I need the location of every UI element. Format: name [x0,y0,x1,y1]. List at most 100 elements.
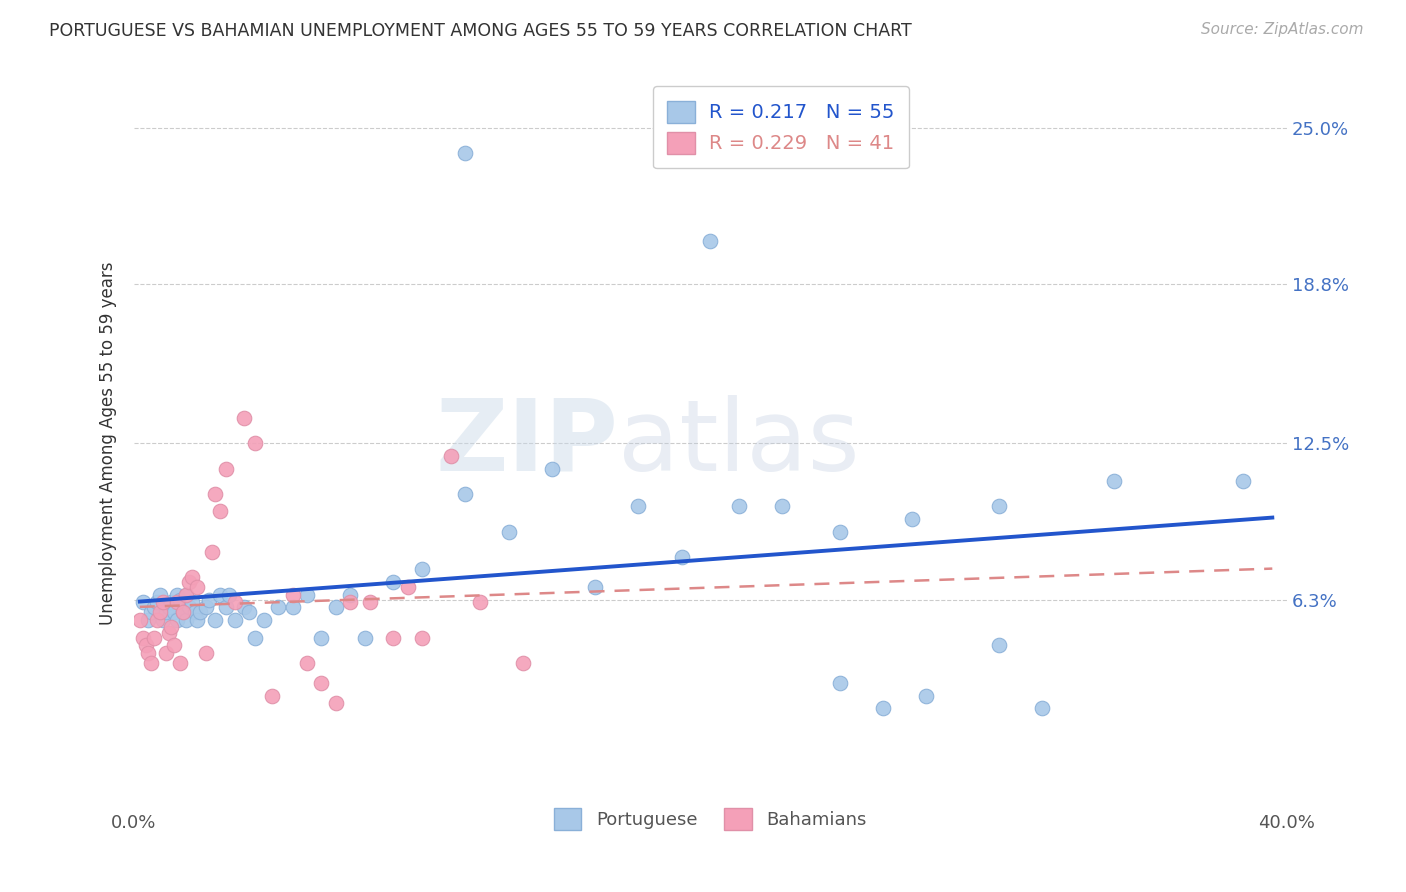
Point [627,500,650,514]
Point [163,605,186,619]
Point [138,613,160,627]
Point [1232,474,1254,488]
Point [204,487,226,501]
Point [138,646,160,660]
Point [204,613,226,627]
Point [232,411,254,425]
Point [172,605,194,619]
Point [155,646,177,660]
Point [183,605,205,619]
Point [157,600,180,615]
Point [325,696,347,710]
Point [172,605,194,619]
Point [224,595,246,609]
Point [468,595,491,609]
Point [157,625,180,640]
Point [224,613,246,627]
Point [152,613,174,627]
Point [166,613,188,627]
Y-axis label: Unemployment Among Ages 55 to 59 years: Unemployment Among Ages 55 to 59 years [100,261,117,625]
Point [177,575,200,590]
Point [209,504,232,518]
Point [440,449,463,463]
Point [128,613,150,627]
Point [253,613,276,627]
Point [131,631,153,645]
Text: atlas: atlas [619,395,860,491]
Point [195,600,218,615]
Point [163,638,186,652]
Point [541,461,564,475]
Point [382,575,405,590]
Point [325,600,347,615]
Point [195,646,218,660]
Point [339,595,361,609]
Point [353,631,375,645]
Point [262,689,284,703]
Point [770,500,793,514]
Legend: Portuguese, Bahamians: Portuguese, Bahamians [540,793,880,844]
Point [295,656,318,670]
Point [498,524,520,539]
Point [186,613,208,627]
Point [1031,701,1053,715]
Point [180,570,202,584]
Point [267,600,290,615]
Point [987,638,1010,652]
Point [215,600,238,615]
Point [901,512,924,526]
Point [149,605,172,619]
Point [382,631,405,645]
Point [311,631,333,645]
Point [339,588,361,602]
Point [198,592,221,607]
Point [174,588,197,602]
Point [215,461,238,475]
Point [411,562,433,576]
Point [671,549,693,564]
Point [143,631,166,645]
Point [160,595,183,609]
Point [186,580,208,594]
Point [143,600,166,615]
Point [209,588,232,602]
Point [166,595,188,609]
Point [699,235,721,249]
Point [174,588,197,602]
Point [311,676,333,690]
Point [454,146,477,161]
Point [454,487,477,501]
Point [155,605,177,619]
Point [987,500,1010,514]
Point [135,638,157,652]
Point [1102,474,1125,488]
Point [131,595,153,609]
Point [177,600,200,615]
Text: PORTUGUESE VS BAHAMIAN UNEMPLOYMENT AMONG AGES 55 TO 59 YEARS CORRELATION CHART: PORTUGUESE VS BAHAMIAN UNEMPLOYMENT AMON… [49,22,912,40]
Point [828,676,851,690]
Text: Source: ZipAtlas.com: Source: ZipAtlas.com [1201,22,1364,37]
Point [146,595,169,609]
Point [583,580,606,594]
Point [160,620,183,634]
Point [166,588,188,602]
Point [915,689,938,703]
Text: ZIP: ZIP [436,395,619,491]
Point [174,613,197,627]
Point [218,588,240,602]
Point [238,605,260,619]
Point [232,600,254,615]
Point [281,600,304,615]
Point [169,592,191,607]
Point [512,656,534,670]
Point [872,701,894,715]
Point [141,605,163,619]
Point [146,613,169,627]
Point [201,545,224,559]
Point [149,588,172,602]
Point [243,436,266,450]
Point [295,588,318,602]
Point [359,595,381,609]
Point [728,500,751,514]
Point [169,656,191,670]
